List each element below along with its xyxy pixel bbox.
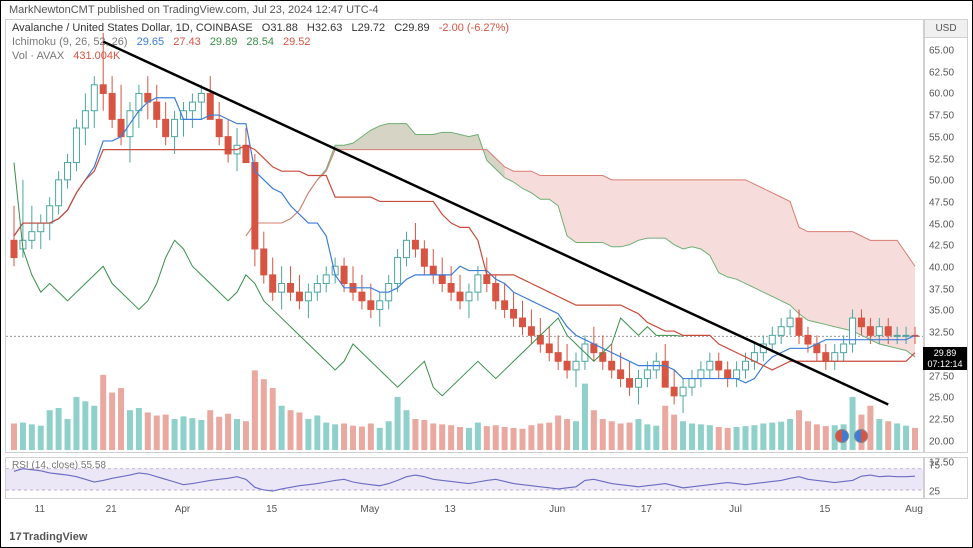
chart-frame: MarkNewtonCMT published on TradingView.c… <box>0 0 973 548</box>
price-tick: 27.50 <box>929 371 954 382</box>
tradingview-logo[interactable]: 17 TradingView <box>9 530 87 543</box>
price-tick: 52.50 <box>929 154 954 165</box>
ichimoku-label: Ichimoku (9, 26, 52, 26) <box>12 36 128 48</box>
price-tick: 57.50 <box>929 111 954 122</box>
symbol: Avalanche / United States Dollar, 1D, CO… <box>12 22 253 34</box>
time-tick: Jun <box>549 504 565 515</box>
countdown: 07:12:14 <box>923 359 967 370</box>
rsi-panel[interactable]: RSI (14, close) 55.58 <box>5 457 924 499</box>
time-tick: May <box>360 504 379 515</box>
last-price-marker: 29.89 07:12:14 <box>923 347 967 371</box>
price-tick: 55.00 <box>929 132 954 143</box>
ichimoku-v5: 29.52 <box>283 36 311 48</box>
rsi-tick-75: 75 <box>929 461 940 472</box>
vol-value: 431.004K <box>73 50 120 62</box>
logo-glyph: 1 <box>9 530 16 543</box>
price-tick: 37.50 <box>929 284 954 295</box>
last-price: 29.89 <box>923 348 967 359</box>
price-tick: 35.00 <box>929 306 954 317</box>
ichimoku-v1: 29.65 <box>137 36 165 48</box>
ohlc-o: O31.88 <box>262 22 298 34</box>
ohlc-l: L29.72 <box>351 22 385 34</box>
ichimoku-line: Ichimoku (9, 26, 52, 26) 29.65 27.43 29.… <box>12 36 317 48</box>
price-tick: 25.00 <box>929 393 954 404</box>
price-tick: 40.00 <box>929 263 954 274</box>
time-tick: 13 <box>445 504 456 515</box>
ichimoku-v4: 28.54 <box>246 36 274 48</box>
time-tick: 15 <box>819 504 830 515</box>
volume-line: Vol · AVAX 431.004K <box>12 50 126 62</box>
ohlc-h: H32.63 <box>307 22 342 34</box>
rsi-axis: 75 25 <box>924 457 968 499</box>
ichimoku-v3: 29.89 <box>210 36 238 48</box>
publish-header: MarkNewtonCMT published on TradingView.c… <box>9 4 379 16</box>
time-tick: 21 <box>106 504 117 515</box>
price-tick: 65.00 <box>929 46 954 57</box>
time-tick: Apr <box>175 504 191 515</box>
price-chart[interactable]: Avalanche / United States Dollar, 1D, CO… <box>5 19 924 453</box>
ohlc-c: C29.89 <box>394 22 429 34</box>
chart-indicator-icons[interactable] <box>833 429 868 446</box>
time-tick: Jul <box>729 504 742 515</box>
symbol-line: Avalanche / United States Dollar, 1D, CO… <box>12 22 515 34</box>
price-axis: USD 65.00 62.50 60.00 57.50 55.00 52.50 50.00 4… <box>924 19 968 453</box>
time-tick: Aug <box>905 504 923 515</box>
price-tick: 20.00 <box>929 436 954 447</box>
rsi-label: RSI (14, close) 55.58 <box>12 460 106 471</box>
price-tick: 22.50 <box>929 414 954 425</box>
price-tick: 62.50 <box>929 67 954 78</box>
ohlc-chg: -2.00 (-6.27%) <box>439 22 509 34</box>
price-tick: 45.00 <box>929 219 954 230</box>
ichimoku-v2: 27.43 <box>173 36 201 48</box>
price-tick: 50.00 <box>929 176 954 187</box>
time-tick: 15 <box>266 504 277 515</box>
rsi-tick-25: 25 <box>929 487 940 498</box>
time-axis: 11 21 Apr 15 May 13 Jun 17 Jul 15 Aug <box>5 501 924 523</box>
price-tick: 32.50 <box>929 328 954 339</box>
axis-unit: USD <box>925 20 967 38</box>
vol-label: Vol · AVAX <box>12 50 64 62</box>
price-tick: 42.50 <box>929 241 954 252</box>
price-tick: 60.00 <box>929 89 954 100</box>
time-tick: 11 <box>35 504 45 515</box>
price-tick: 47.50 <box>929 197 954 208</box>
time-tick: 17 <box>641 504 652 515</box>
